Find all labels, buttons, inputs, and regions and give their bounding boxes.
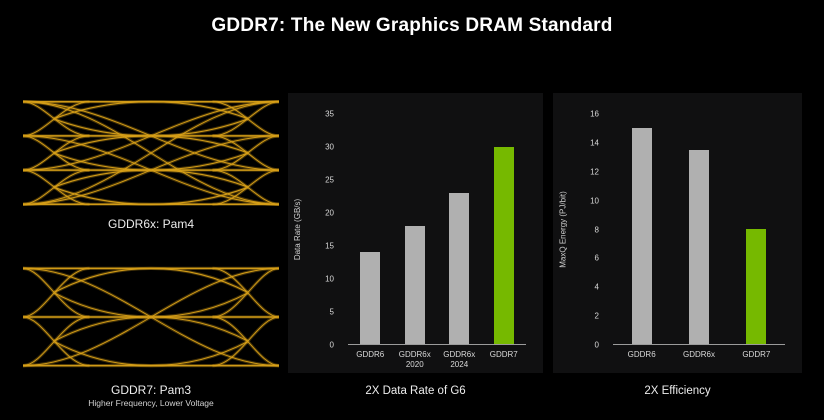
y-tick-label: 15	[325, 241, 334, 251]
bar-gddr6	[360, 252, 381, 344]
eye-caption-gddr7: GDDR7: Pam3	[110, 383, 192, 397]
eye-trace	[23, 102, 279, 170]
eye-trace-glow	[212, 268, 279, 317]
eye-trace	[54, 170, 249, 187]
y-axis-title: MaxQ Energy (PJ/bit)	[555, 114, 571, 345]
chart-caption-efficiency: 2X Efficiency	[644, 385, 711, 397]
y-axis-title-text: MaxQ Energy (PJ/bit)	[558, 191, 568, 268]
eye-trace	[23, 102, 279, 205]
eye-trace	[23, 268, 279, 365]
bar-gddr6x	[688, 149, 709, 344]
y-tick-label: 0	[329, 340, 334, 350]
eye-trace	[212, 170, 279, 204]
y-tick-label: 35	[325, 109, 334, 119]
y-tick-label: 25	[325, 175, 334, 185]
eye-trace	[54, 136, 249, 153]
eye-diagram-gddr6x-pam4	[23, 96, 279, 210]
y-tick-label: 8	[594, 225, 599, 234]
y-axis-title-text: Data Rate (GB/s)	[293, 198, 303, 261]
eye-subtitle-gddr7: Higher Frequency, Lower Voltage	[88, 398, 214, 408]
eye-trace-glow	[54, 293, 249, 317]
eye-trace	[54, 153, 249, 170]
bar-gddr6x-2020	[404, 225, 425, 344]
plot-area	[613, 114, 785, 345]
y-tick-label: 0	[594, 340, 599, 350]
eye-caption-gddr6x: GDDR6x: Pam4	[107, 217, 195, 231]
eye-trace	[54, 119, 249, 136]
eye-trace	[23, 136, 90, 170]
eye-trace	[23, 102, 90, 136]
plot-area	[348, 114, 526, 345]
chart-caption-data-rate: 2X Data Rate of G6	[365, 385, 466, 397]
y-tick-label: 10	[325, 274, 334, 284]
page-title: GDDR7: The New Graphics DRAM Standard	[211, 15, 613, 36]
y-axis-ticks: 0 5 10 15 20 25 30 35	[306, 110, 340, 350]
x-axis-labels: GDDR6 GDDR6x GDDR7	[613, 350, 785, 360]
y-tick-label: 30	[325, 142, 334, 152]
eye-trace-glow	[54, 317, 249, 341]
y-tick-label: 10	[590, 196, 599, 206]
y-tick-label: 5	[329, 307, 334, 317]
y-tick-label: 14	[590, 138, 599, 148]
y-tick-label: 16	[590, 109, 599, 119]
eye-trace	[23, 170, 90, 204]
y-axis-ticks: 0 2 4 6 8 10 12 14 16	[571, 110, 605, 350]
y-tick-label: 20	[325, 208, 334, 218]
chart-panel-data-rate: Data Rate (GB/s) 0 5 10 15 20 25 30 35 GDDR6 GDDR6…	[288, 93, 543, 373]
eye-trace-glow	[23, 317, 90, 366]
x-tick-label: GDDR6x 2024	[443, 350, 476, 370]
eye-trace	[23, 268, 90, 317]
eye-trace-glow	[23, 136, 90, 170]
y-tick-label: 6	[594, 253, 599, 263]
eye-trace	[212, 268, 279, 317]
eye-trace-glow	[23, 268, 90, 317]
eye-diagram-gddr7-pam3	[23, 263, 279, 371]
x-tick-label: GDDR6x 2020	[398, 350, 431, 370]
chart-panel-efficiency: MaxQ Energy (PJ/bit) 0 2 4 6 8 10 12 14 16 GDDR6 GD…	[553, 93, 802, 373]
x-tick-label: GDDR7	[742, 350, 771, 359]
eye-trace	[212, 317, 279, 366]
bar-gddr6x-2024	[449, 192, 470, 344]
bar-gddr6	[631, 128, 652, 344]
eye-trace-glow	[212, 136, 279, 170]
bar-gddr7	[493, 146, 514, 344]
eye-trace-glow	[212, 317, 279, 366]
y-tick-label: 12	[590, 167, 599, 177]
eye-trace	[212, 102, 279, 136]
eye-trace	[54, 268, 249, 292]
y-tick-label: 4	[594, 282, 599, 292]
bar-gddr7	[746, 229, 767, 344]
eye-trace	[23, 136, 279, 204]
x-tick-label: GDDR6	[356, 350, 385, 359]
y-axis-title: Data Rate (GB/s)	[290, 114, 306, 345]
x-tick-label: GDDR7	[489, 350, 518, 359]
x-tick-label: GDDR6x	[682, 350, 715, 359]
eye-trace	[23, 317, 90, 366]
y-tick-label: 2	[594, 311, 599, 321]
eye-trace	[54, 341, 249, 365]
eye-trace	[212, 136, 279, 170]
x-tick-label: GDDR6	[627, 350, 656, 359]
x-axis-labels: GDDR6 GDDR6x 2020 GDDR6x 2024 GDDR7	[348, 350, 526, 371]
